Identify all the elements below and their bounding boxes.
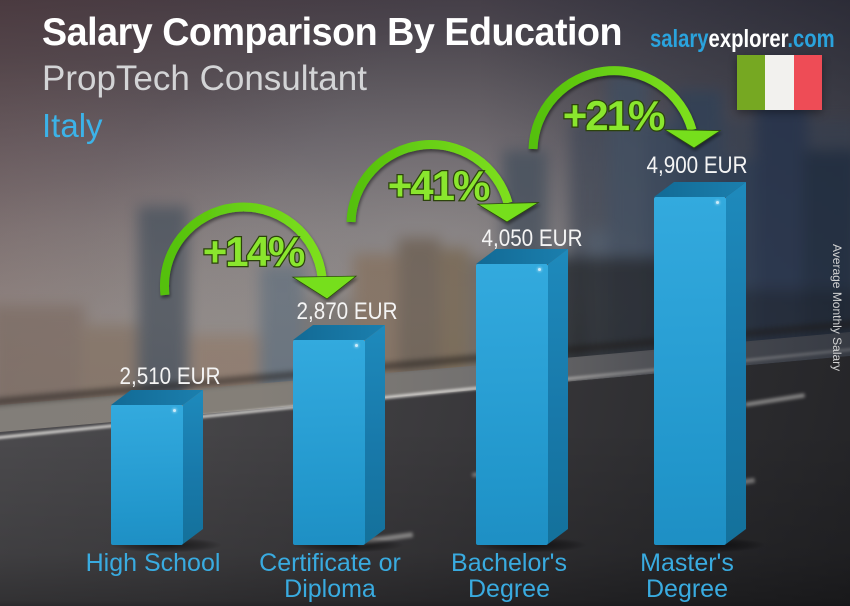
svg-text:+14%: +14% [203,228,305,275]
svg-text:+41%: +41% [388,162,490,209]
svg-text:+21%: +21% [563,92,665,139]
